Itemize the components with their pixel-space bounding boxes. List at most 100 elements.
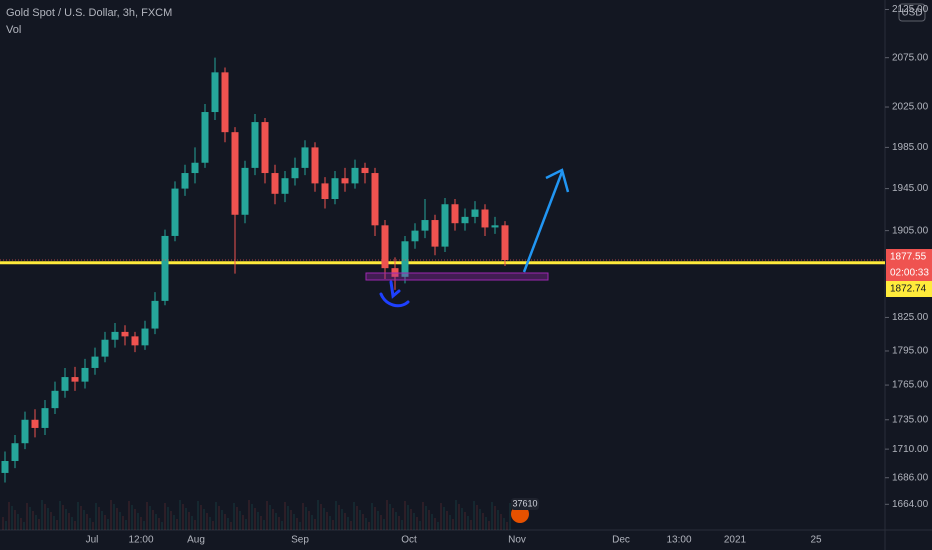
volume-bar (416, 517, 418, 530)
volume-bar (437, 522, 439, 530)
price-label: 1877.55 (890, 252, 927, 263)
volume-bar (98, 507, 100, 530)
volume-bar (374, 507, 376, 530)
volume-bar (356, 506, 358, 530)
candle-body (251, 122, 259, 168)
volume-bar (284, 502, 286, 530)
y-tick-label: 2125.00 (892, 4, 929, 15)
volume-bar (137, 513, 139, 530)
volume-bar (11, 506, 13, 530)
volume-bar (497, 510, 499, 530)
volume-bar (353, 502, 355, 530)
volume-bar (488, 521, 490, 530)
volume-bar (323, 508, 325, 530)
volume-bar (188, 512, 190, 530)
volume-bar (275, 513, 277, 530)
volume-bar (350, 521, 352, 530)
volume-bar (245, 519, 247, 530)
volume-bar (200, 505, 202, 530)
volume-bar (389, 504, 391, 530)
volume-bar (41, 500, 43, 530)
badge-box[interactable] (511, 498, 539, 510)
candle-body (261, 122, 269, 174)
candle-body (81, 367, 89, 382)
volume-bar (305, 507, 307, 530)
volume-bar (347, 517, 349, 530)
candle-body (61, 377, 69, 391)
volume-bar (23, 522, 25, 530)
volume-bar (146, 502, 148, 530)
volume-bar (311, 515, 313, 530)
candle-body (111, 331, 119, 340)
volume-bar (398, 516, 400, 530)
volume-bar (92, 522, 94, 530)
volume-bar (257, 512, 259, 530)
candle-body (181, 173, 189, 189)
candle-body (341, 178, 349, 184)
candle-body (241, 167, 249, 215)
volume-bar (44, 504, 46, 530)
volume-bar (62, 505, 64, 530)
volume-bar (239, 511, 241, 530)
candle-body (321, 183, 329, 200)
volume-bar (116, 508, 118, 530)
price-label: 1872.74 (890, 284, 927, 295)
candle-body (501, 225, 509, 260)
volume-bar (35, 515, 37, 530)
volume-bar (461, 508, 463, 530)
candle-body (421, 220, 429, 231)
volume-bar (455, 500, 457, 530)
volume-bar (56, 520, 58, 530)
volume-bar (443, 507, 445, 530)
volume-bar (17, 514, 19, 530)
volume-bar (194, 520, 196, 530)
volume-bar (122, 516, 124, 530)
candle-body (351, 167, 359, 184)
volume-bar (503, 518, 505, 530)
volume-bar (314, 519, 316, 530)
volume-bar (113, 504, 115, 530)
volume-bar (149, 506, 151, 530)
volume-bars (2, 500, 511, 530)
y-tick-label: 1664.00 (892, 499, 929, 510)
chart-title: Gold Spot / U.S. Dollar, 3h, FXCM (6, 7, 172, 19)
volume-bar (335, 501, 337, 530)
volume-bar (86, 514, 88, 530)
volume-bar (338, 505, 340, 530)
volume-bar (2, 517, 4, 530)
volume-bar (479, 509, 481, 530)
volume-bar (221, 510, 223, 530)
candle-body (451, 204, 459, 224)
y-tick-label: 1795.00 (892, 346, 929, 357)
volume-bar (26, 503, 28, 530)
candle-body (431, 220, 439, 247)
badge-label[interactable]: 37610 (512, 498, 537, 508)
volume-bar (422, 502, 424, 530)
volume-bar (83, 510, 85, 530)
price-label: 02:00:33 (890, 268, 929, 279)
volume-bar (380, 515, 382, 530)
candle-body (331, 178, 339, 200)
volume-bar (119, 512, 121, 530)
volume-bar (212, 521, 214, 530)
volume-bar (509, 503, 511, 530)
currency-box[interactable] (898, 3, 926, 22)
volume-bar (104, 515, 106, 530)
volume-bar (176, 519, 178, 530)
volume-bar (107, 519, 109, 530)
volume-bar (368, 522, 370, 530)
currency-label[interactable]: USD (901, 8, 922, 19)
volume-bar (59, 501, 61, 530)
candle-body (371, 173, 379, 226)
candle-body (481, 209, 489, 228)
volume-bar (248, 500, 250, 530)
candle-body (191, 162, 199, 174)
volume-bar (224, 514, 226, 530)
volume-bar (185, 508, 187, 530)
candle-body (231, 132, 239, 215)
candle-body (131, 336, 139, 346)
volume-bar (326, 512, 328, 530)
volume-bar (143, 521, 145, 530)
volume-bar (269, 505, 271, 530)
